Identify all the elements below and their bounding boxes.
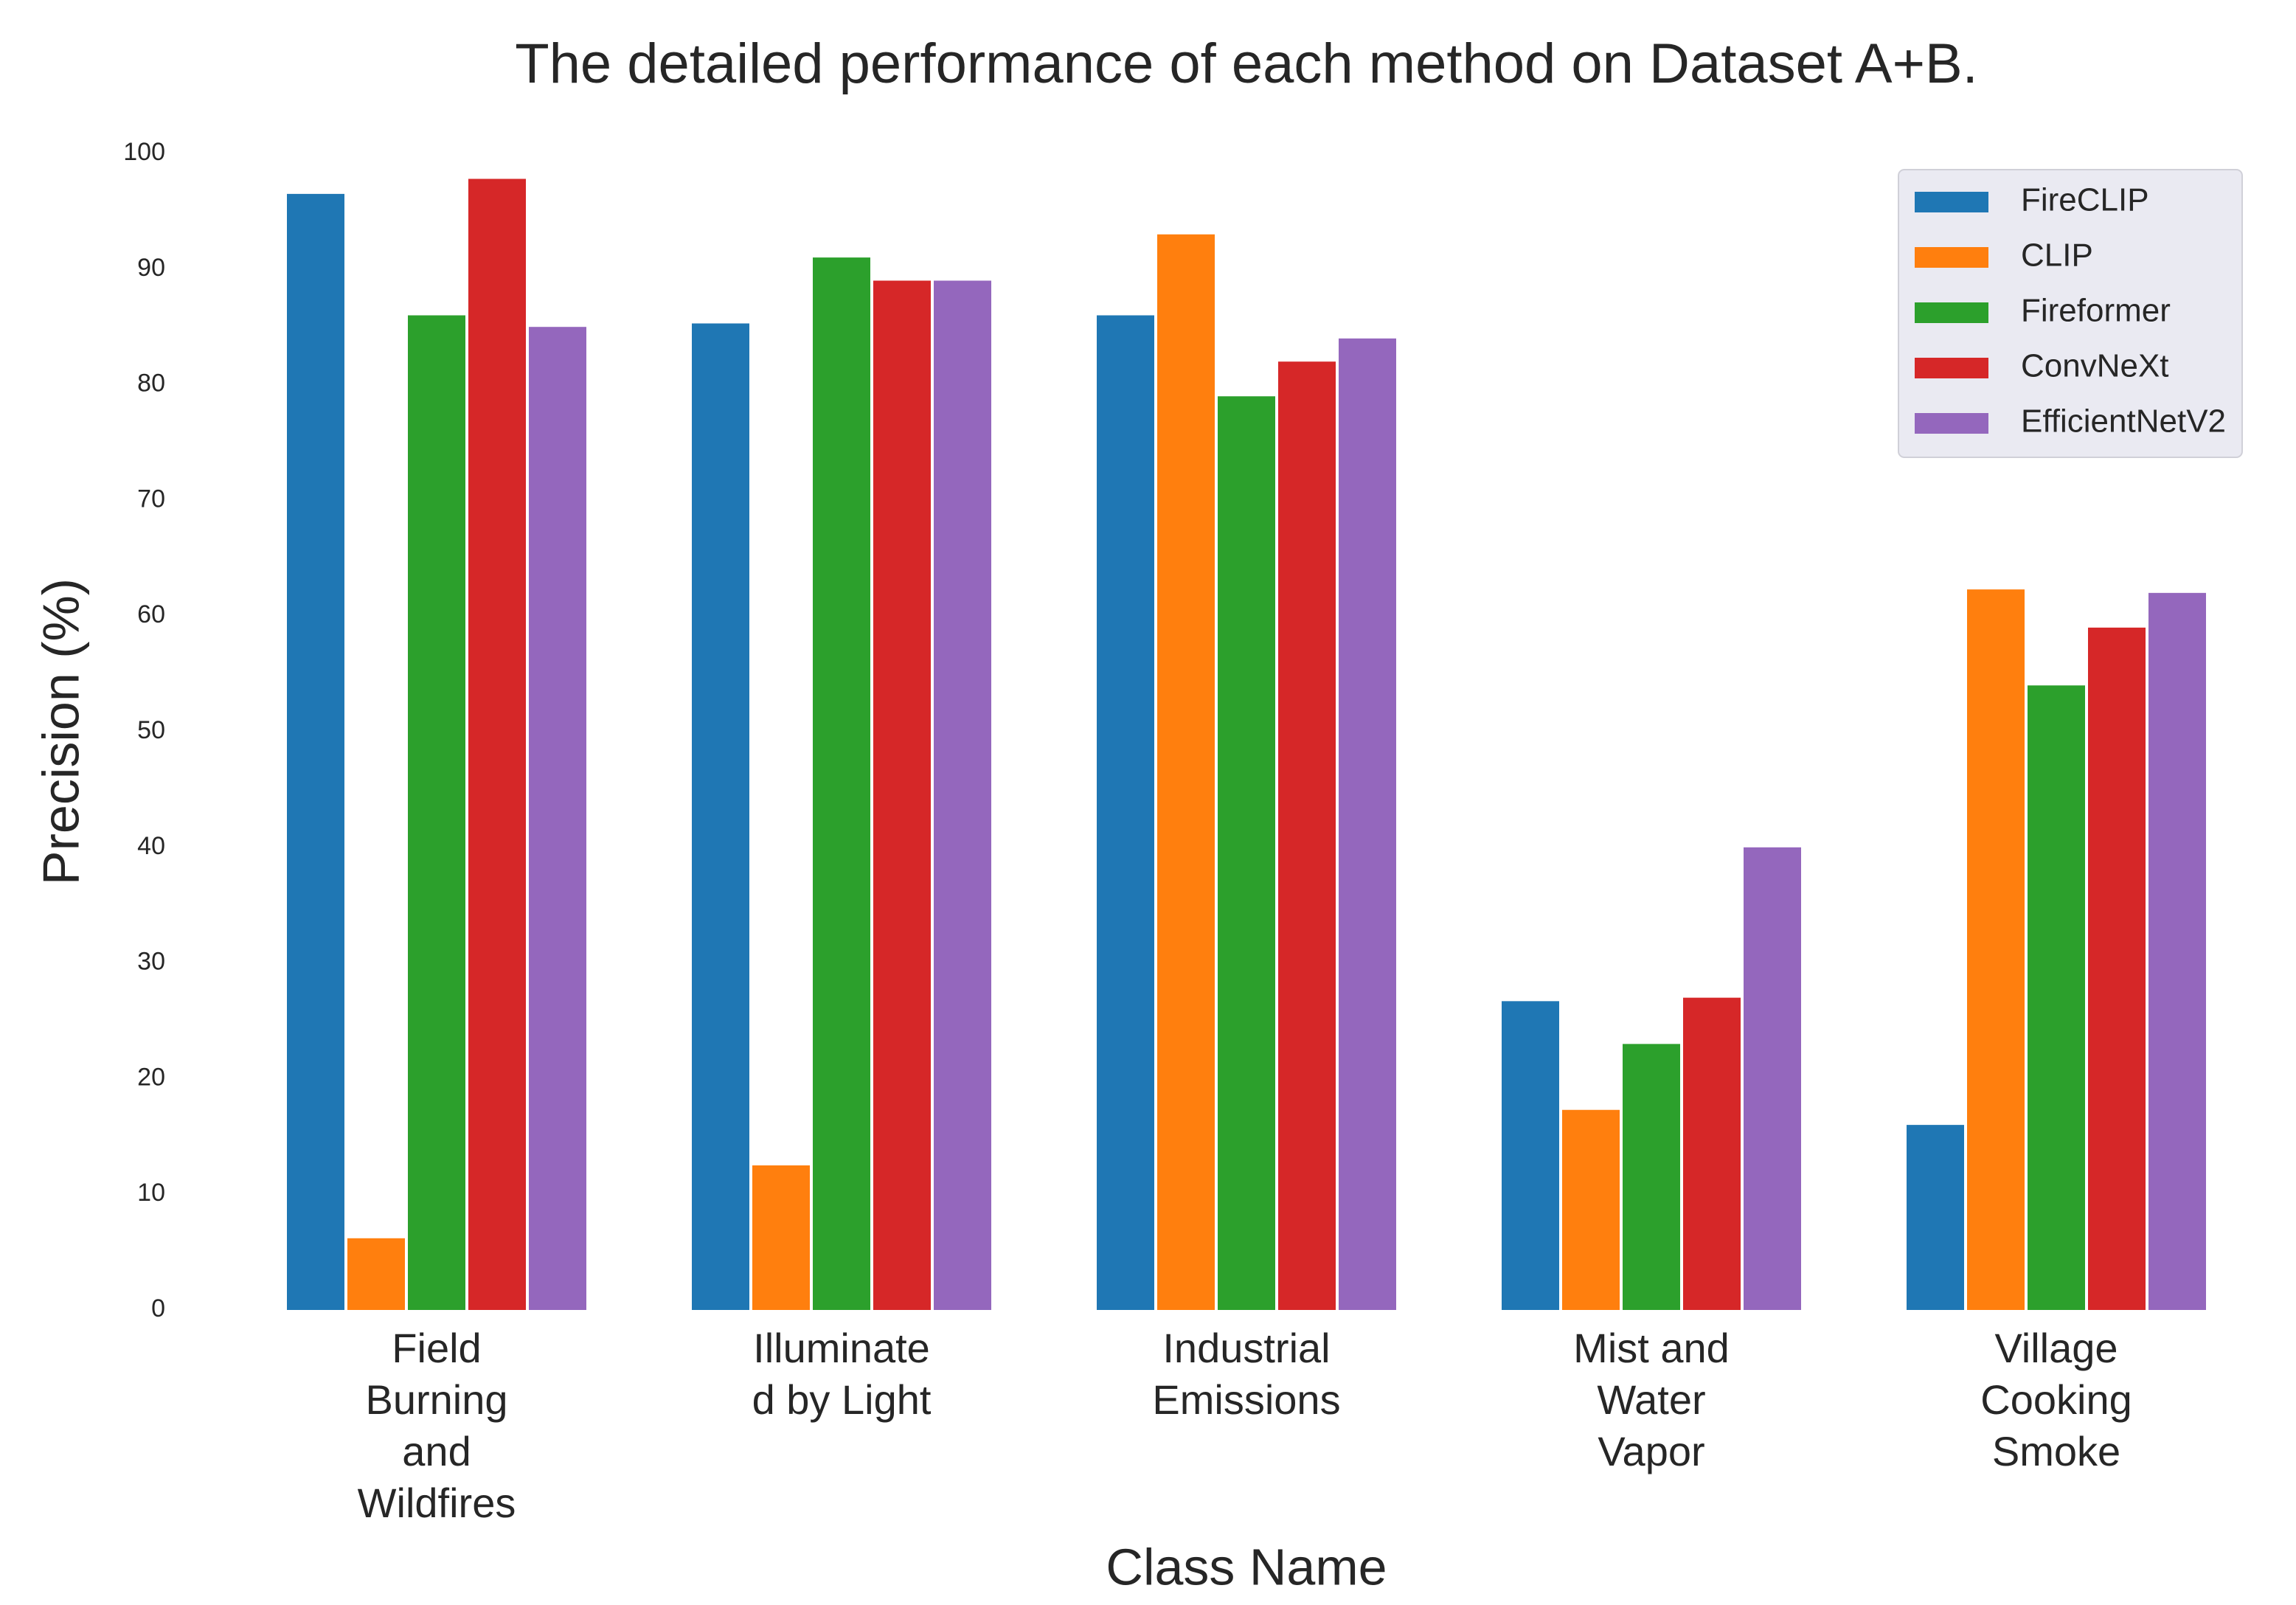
x-tick-label: Emissions — [1152, 1376, 1340, 1423]
x-tick-label: Illuminate — [753, 1325, 930, 1371]
legend-swatch — [1915, 302, 1988, 323]
bar — [1683, 997, 1741, 1310]
bar — [1967, 589, 2025, 1310]
x-tick-label: Mist and — [1573, 1325, 1730, 1371]
bar — [529, 327, 586, 1311]
bar — [752, 1165, 810, 1310]
y-tick-label: 90 — [137, 254, 165, 282]
bar — [1218, 396, 1275, 1310]
bar — [2028, 685, 2085, 1310]
bar — [1623, 1044, 1680, 1310]
legend-swatch — [1915, 358, 1988, 378]
x-tick-label: Industrial — [1162, 1325, 1330, 1371]
y-tick-label: 70 — [137, 485, 165, 513]
bar — [1339, 338, 1396, 1310]
bar — [934, 280, 991, 1311]
bar — [1097, 315, 1154, 1310]
legend-label: FireCLIP — [2021, 182, 2149, 218]
x-tick-label: Vapor — [1598, 1428, 1704, 1474]
x-tick-label: d by Light — [752, 1376, 932, 1423]
x-tick-label: and — [402, 1428, 471, 1474]
y-tick-label: 100 — [123, 138, 165, 166]
x-tick-label: Village — [1994, 1325, 2118, 1371]
y-tick-label: 80 — [137, 370, 165, 398]
legend-label: EfficientNetV2 — [2021, 403, 2226, 440]
y-tick-label: 50 — [137, 716, 165, 744]
bar — [468, 178, 526, 1311]
legend-label: CLIP — [2021, 238, 2093, 274]
bar — [2088, 627, 2146, 1310]
bar — [2148, 592, 2206, 1310]
bar — [1502, 1001, 1559, 1310]
bar — [287, 193, 344, 1310]
y-tick-label: 20 — [137, 1063, 165, 1091]
bar — [813, 257, 870, 1310]
bar — [408, 315, 465, 1310]
bar — [1562, 1109, 1620, 1310]
x-tick-label: Water — [1597, 1376, 1705, 1423]
legend-label: ConvNeXt — [2021, 348, 2169, 384]
y-tick-label: 0 — [151, 1294, 165, 1323]
y-tick-label: 40 — [137, 832, 165, 860]
chart-title: The detailed performance of each method … — [515, 32, 1978, 95]
bar — [692, 323, 749, 1311]
y-tick-label: 10 — [137, 1179, 165, 1207]
bar — [347, 1238, 405, 1310]
bar — [1157, 234, 1215, 1310]
legend-label: Fireformer — [2021, 293, 2171, 329]
x-tick-label: Field — [392, 1325, 481, 1371]
bar — [1907, 1125, 1964, 1310]
bar — [1744, 847, 1801, 1310]
x-tick-label: Smoke — [1992, 1428, 2120, 1474]
bar — [1278, 361, 1336, 1310]
legend-box — [1898, 169, 2243, 458]
x-tick-label: Wildfires — [358, 1480, 516, 1526]
y-tick-label: 30 — [137, 948, 165, 976]
legend-swatch — [1915, 192, 1988, 212]
y-tick-label: 60 — [137, 600, 165, 628]
bar — [873, 280, 931, 1311]
y-axis-label: Precision (%) — [32, 578, 89, 885]
legend-swatch — [1915, 413, 1988, 434]
x-tick-label: Cooking — [1980, 1376, 2132, 1423]
x-axis-label: Class Name — [1106, 1538, 1387, 1595]
legend-swatch — [1915, 247, 1988, 268]
x-tick-label: Burning — [365, 1376, 507, 1423]
